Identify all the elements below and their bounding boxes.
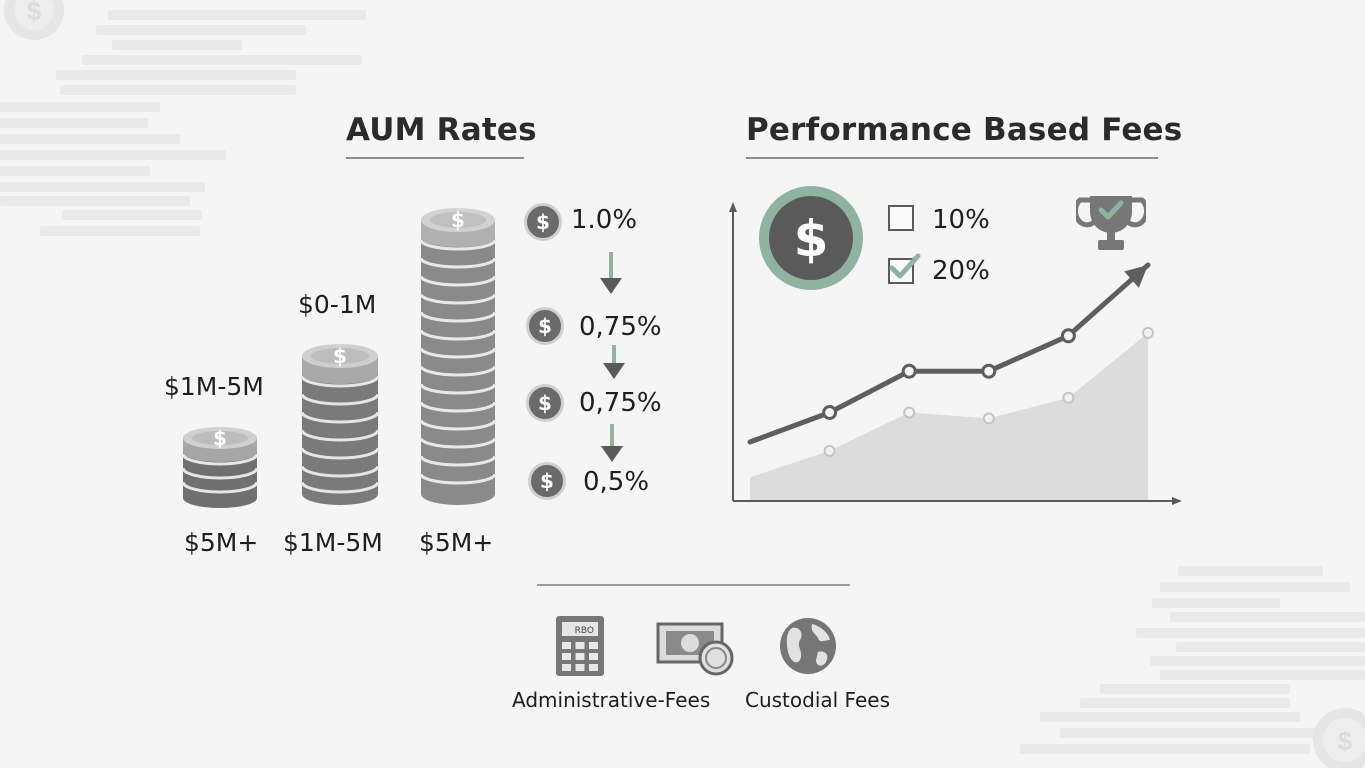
custodial-fees-label: Custodial Fees xyxy=(745,688,890,712)
area-point xyxy=(903,406,916,419)
calculator-icon: RBO xyxy=(556,616,604,676)
arrow-down-icon xyxy=(601,424,623,462)
area-point xyxy=(1062,391,1075,404)
line-arrow-head xyxy=(1124,265,1148,288)
stack-top-label: $0-1M xyxy=(298,290,377,319)
area-point xyxy=(1142,326,1154,339)
y-axis-arrow xyxy=(729,202,737,212)
checkmark-icon xyxy=(889,253,921,279)
area-series xyxy=(750,332,1148,501)
area-point xyxy=(823,444,836,457)
svg-text:$: $ xyxy=(27,0,42,26)
svg-text:$: $ xyxy=(213,426,227,450)
dollar-badge-icon: $ xyxy=(759,186,863,290)
rate-value: 1.0% xyxy=(571,205,638,235)
line-point xyxy=(981,363,997,379)
faded-coin-icon: $ xyxy=(4,0,64,40)
dollar-coin-icon: $ xyxy=(528,462,566,500)
faded-coin-icon: $ xyxy=(1313,708,1365,768)
arrow-down-icon xyxy=(603,345,625,379)
stack-top-label: $1M-5M xyxy=(164,372,264,401)
administrative-fees-label: Administrative-Fees xyxy=(512,688,711,712)
aum-title: AUM Rates xyxy=(346,112,537,148)
line-point xyxy=(822,405,838,420)
stack-bottom-label: $5M+ xyxy=(184,528,259,557)
option-label: 20% xyxy=(932,256,990,286)
x-axis-arrow xyxy=(1172,497,1182,505)
performance-chart xyxy=(729,202,1182,505)
checkbox-20-percent[interactable] xyxy=(888,253,921,284)
footer-divider xyxy=(537,584,850,586)
line-series xyxy=(747,262,1151,445)
option-label: 10% xyxy=(932,205,990,235)
line-point xyxy=(1060,328,1076,344)
aum-title-underline xyxy=(346,157,524,159)
performance-title-underline xyxy=(746,157,1158,159)
dollar-coin-icon: $ xyxy=(526,307,564,345)
svg-text:$: $ xyxy=(333,344,347,368)
rate-value: 0,75% xyxy=(579,312,662,342)
arrow-down-icon xyxy=(600,252,622,294)
globe-icon xyxy=(780,618,836,674)
coin-stack-small: $ xyxy=(181,426,259,508)
trophy-icon xyxy=(1076,196,1146,250)
performance-title: Performance Based Fees xyxy=(746,112,1183,148)
coin-stack-large: $ xyxy=(419,208,497,505)
checkbox-10-percent[interactable] xyxy=(888,205,914,231)
svg-text:$: $ xyxy=(1338,726,1353,756)
cash-coin-icon xyxy=(656,622,734,676)
dollar-coin-icon: $ xyxy=(524,203,562,241)
stack-bottom-label: $1M-5M xyxy=(283,528,383,557)
stack-bottom-label: $5M+ xyxy=(419,528,494,557)
line-point xyxy=(901,363,917,379)
svg-text:RBO: RBO xyxy=(575,626,594,636)
svg-text:$: $ xyxy=(794,210,829,268)
rate-value: 0,75% xyxy=(579,388,662,418)
rate-value: 0,5% xyxy=(583,467,650,497)
svg-text:$: $ xyxy=(451,208,465,232)
area-point xyxy=(982,412,995,425)
coin-stack-medium: $ xyxy=(300,344,380,505)
dollar-coin-icon: $ xyxy=(526,384,564,422)
